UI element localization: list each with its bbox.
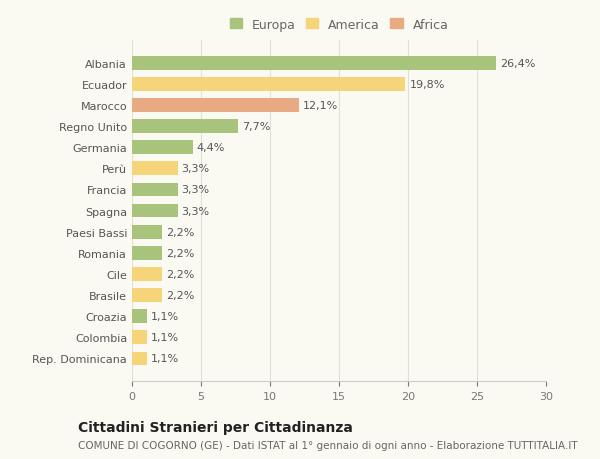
Bar <box>132 204 178 218</box>
Bar <box>132 183 178 197</box>
Text: COMUNE DI COGORNO (GE) - Dati ISTAT al 1° gennaio di ogni anno - Elaborazione TU: COMUNE DI COGORNO (GE) - Dati ISTAT al 1… <box>78 440 578 450</box>
Bar <box>132 310 147 324</box>
Bar <box>132 268 163 281</box>
Text: 26,4%: 26,4% <box>500 59 536 68</box>
Bar <box>132 352 147 365</box>
Bar <box>132 289 163 302</box>
Text: 4,4%: 4,4% <box>197 143 225 153</box>
Text: 2,2%: 2,2% <box>167 291 195 301</box>
Text: 12,1%: 12,1% <box>303 101 338 111</box>
Legend: Europa, America, Africa: Europa, America, Africa <box>224 14 454 37</box>
Text: 19,8%: 19,8% <box>409 80 445 90</box>
Text: 1,1%: 1,1% <box>151 354 179 364</box>
Bar <box>132 225 163 239</box>
Text: 3,3%: 3,3% <box>182 206 210 216</box>
Text: 7,7%: 7,7% <box>242 122 271 132</box>
Bar <box>132 141 193 155</box>
Text: 3,3%: 3,3% <box>182 164 210 174</box>
Bar <box>132 162 178 176</box>
Bar <box>132 57 496 70</box>
Text: 3,3%: 3,3% <box>182 185 210 195</box>
Bar <box>132 99 299 112</box>
Text: 1,1%: 1,1% <box>151 312 179 321</box>
Text: 2,2%: 2,2% <box>167 248 195 258</box>
Text: 1,1%: 1,1% <box>151 333 179 342</box>
Bar <box>132 78 405 91</box>
Bar <box>132 120 238 134</box>
Text: 2,2%: 2,2% <box>167 269 195 280</box>
Bar <box>132 331 147 344</box>
Text: 2,2%: 2,2% <box>167 227 195 237</box>
Bar <box>132 246 163 260</box>
Text: Cittadini Stranieri per Cittadinanza: Cittadini Stranieri per Cittadinanza <box>78 420 353 434</box>
